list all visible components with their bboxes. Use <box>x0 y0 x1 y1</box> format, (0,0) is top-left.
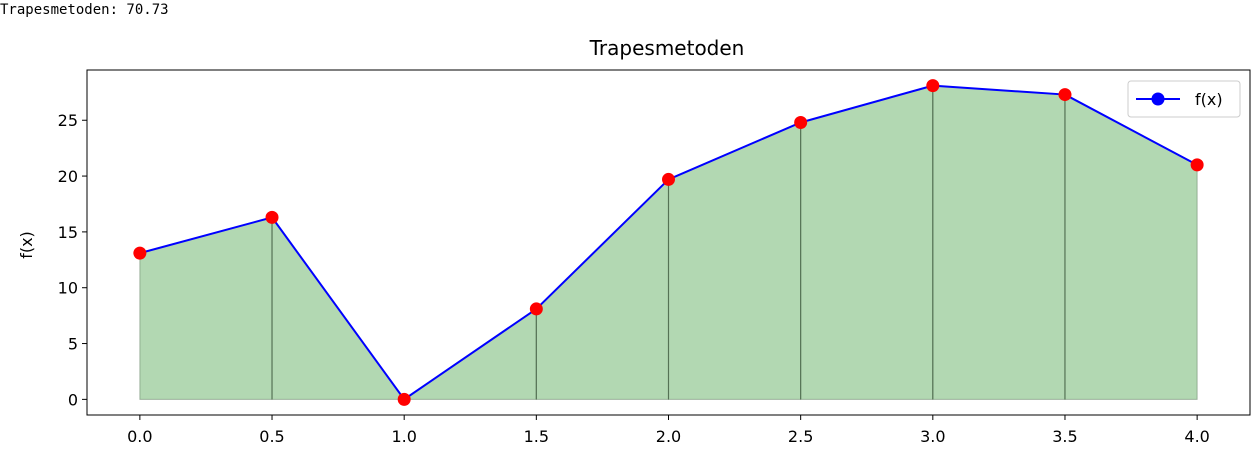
x-tick-label: 0.0 <box>127 427 152 446</box>
data-point <box>794 115 808 129</box>
x-tick-label: 4.0 <box>1184 427 1209 446</box>
legend-box <box>1127 80 1241 118</box>
data-point <box>133 246 147 260</box>
trapezoid-7 <box>1064 93 1198 400</box>
y-axis-ticks: 0 5 10 15 20 25 <box>58 111 87 409</box>
trapezoid-0 <box>139 216 273 400</box>
y-tick-label: 25 <box>58 111 78 130</box>
y-tick-label: 10 <box>58 279 78 298</box>
y-tick-label: 5 <box>68 335 78 354</box>
legend-label: f(x) <box>1195 90 1223 109</box>
axes-frame <box>86 69 1251 416</box>
x-tick-label: 1.5 <box>524 427 549 446</box>
data-point <box>926 79 940 93</box>
trapezoid-6 <box>932 85 1066 400</box>
x-tick-label: 2.5 <box>788 427 813 446</box>
data-point <box>1190 158 1204 172</box>
chart-title: Trapesmetoden <box>589 36 745 60</box>
x-tick-label: 2.0 <box>656 427 681 446</box>
trapezoid-verticals <box>271 85 1066 400</box>
legend: f(x) <box>1127 80 1241 118</box>
x-tick-label: 1.0 <box>391 427 416 446</box>
cell-output-text: Trapesmetoden: 70.73 <box>0 2 169 18</box>
legend-marker-swatch <box>1151 92 1165 106</box>
x-axis-ticks: 0.0 0.5 1.0 1.5 2.0 2.5 3.0 3.5 4.0 <box>127 415 1210 446</box>
y-tick-label: 20 <box>58 167 78 186</box>
y-tick-label: 15 <box>58 223 78 242</box>
data-point <box>1058 88 1072 102</box>
data-point <box>529 302 543 316</box>
data-point <box>662 172 675 186</box>
trapezoid-4 <box>668 121 802 400</box>
y-tick-label: 0 <box>68 390 78 409</box>
x-tick-label: 3.0 <box>920 427 945 446</box>
data-point <box>265 210 279 224</box>
x-tick-label: 0.5 <box>259 427 284 446</box>
x-tick-label: 3.5 <box>1052 427 1077 446</box>
trapezoid-5 <box>800 84 934 400</box>
data-points <box>133 79 1204 406</box>
data-point <box>397 392 411 406</box>
y-axis-label: f(x) <box>17 231 36 259</box>
